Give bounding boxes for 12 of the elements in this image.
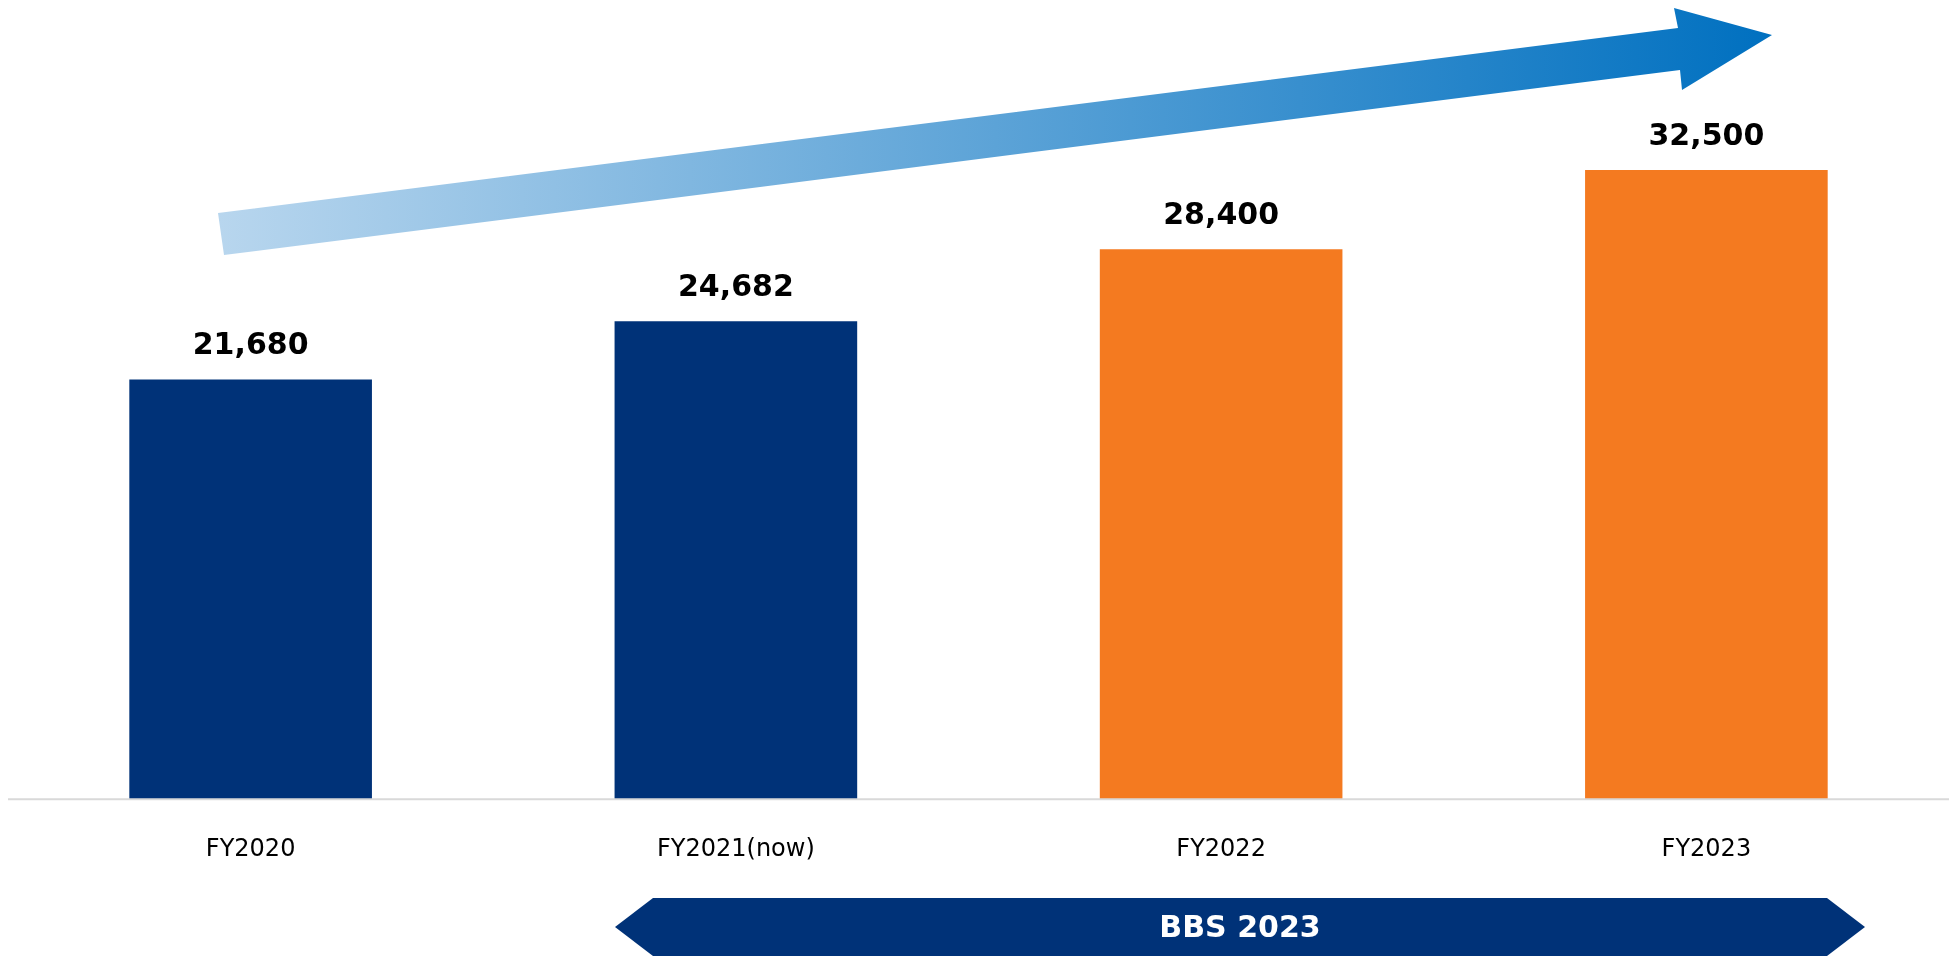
- data-label: 32,500: [1648, 116, 1765, 152]
- x-tick-label: FY2020: [205, 833, 296, 862]
- data-label: 21,680: [192, 326, 309, 362]
- bar: [1585, 169, 1828, 800]
- x-tick-label: FY2021(now): [656, 833, 815, 862]
- bar: [614, 321, 858, 800]
- data-label: 28,400: [1163, 196, 1280, 232]
- x-tick-label: FY2022: [1176, 833, 1266, 862]
- data-label: 24,682: [677, 268, 794, 304]
- bar: [129, 379, 372, 800]
- bar: [1099, 249, 1343, 800]
- x-tick-label: FY2023: [1661, 833, 1752, 862]
